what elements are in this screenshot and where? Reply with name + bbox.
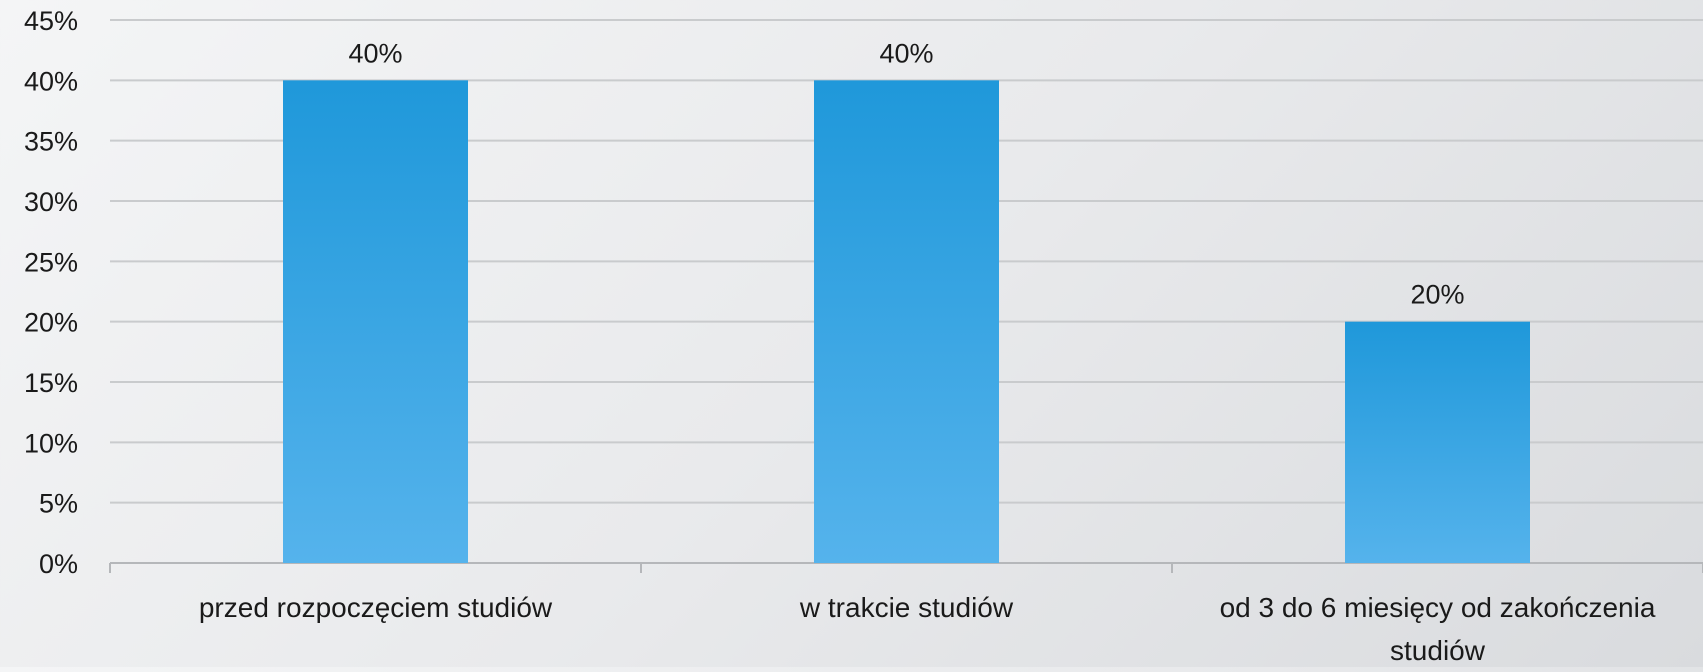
data-labels: 40% 40% 20%: [348, 38, 1464, 309]
y-tick-label: 40%: [24, 66, 78, 96]
y-tick-label: 0%: [39, 549, 78, 579]
y-axis-tick-labels: 0% 5% 10% 15% 20% 25% 30% 35% 40% 45%: [24, 6, 78, 579]
data-label: 40%: [348, 38, 402, 68]
y-tick-label: 20%: [24, 308, 78, 338]
category-label: studiów: [1390, 635, 1486, 666]
category-label: w trakcie studiów: [799, 592, 1014, 623]
data-label: 20%: [1410, 280, 1464, 310]
category-label: przed rozpoczęciem studiów: [199, 592, 553, 623]
bar: [814, 80, 999, 563]
category-labels: przed rozpoczęciem studiów w trakcie stud…: [199, 592, 1656, 666]
y-tick-label: 25%: [24, 247, 78, 277]
bars: [283, 80, 1530, 563]
y-tick-label: 5%: [39, 489, 78, 519]
y-tick-label: 30%: [24, 187, 78, 217]
bar: [283, 80, 468, 563]
x-axis: [109, 562, 1703, 573]
y-tick-label: 35%: [24, 127, 78, 157]
data-label: 40%: [879, 38, 933, 68]
bar: [1345, 321, 1530, 563]
category-label: od 3 do 6 miesięcy od zakończenia: [1220, 592, 1656, 623]
y-tick-label: 15%: [24, 368, 78, 398]
y-tick-label: 45%: [24, 6, 78, 36]
y-tick-label: 10%: [24, 428, 78, 458]
